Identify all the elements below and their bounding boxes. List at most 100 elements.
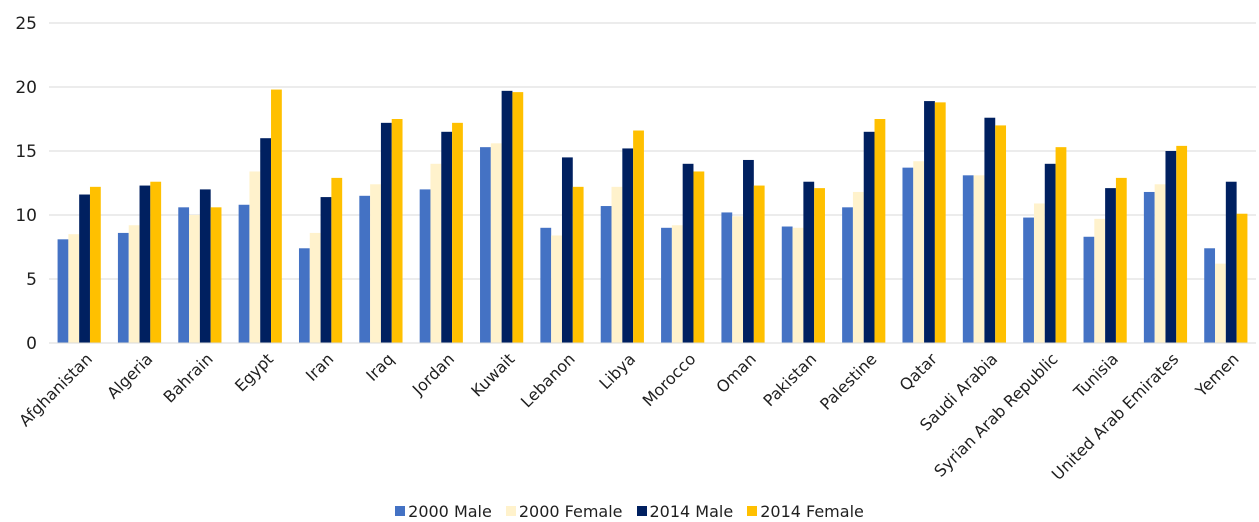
bar-morocco-2014-female <box>693 171 705 343</box>
bar-libya-2014-male <box>622 148 634 343</box>
bar-lebanon-2014-female <box>572 186 584 343</box>
bar-iran-2000-female <box>309 232 321 343</box>
bar-united-arab-emirates-2014-female <box>1176 145 1188 343</box>
bar-lebanon-2000-male <box>540 227 552 343</box>
bar-united-arab-emirates-2014-male <box>1165 151 1177 343</box>
y-tick-label-0: 0 <box>26 334 37 354</box>
bar-united-arab-emirates-2000-male <box>1143 191 1155 343</box>
bar-lebanon-2000-female <box>551 235 562 343</box>
bar-qatar-2000-male <box>902 167 914 343</box>
bar-kuwait-2014-male <box>501 90 513 343</box>
bar-united-arab-emirates-2000-female <box>1154 184 1166 343</box>
bar-egypt-2000-female <box>249 171 261 343</box>
bar-afghanistan-2014-female <box>89 186 101 343</box>
bar-afghanistan-2014-male <box>79 194 90 343</box>
bar-egypt-2000-male <box>238 204 250 343</box>
bar-syrian-arab-republic-2014-male <box>1044 163 1056 343</box>
bar-libya-2000-male <box>600 206 612 343</box>
x-tick-label-bahrain: Bahrain <box>160 349 217 406</box>
x-tick-label-iran: Iran <box>302 349 338 385</box>
bar-syrian-arab-republic-2000-male <box>1023 217 1034 343</box>
bar-iraq-2014-male <box>380 122 392 343</box>
x-tick-label-yemen: Yemen <box>1191 349 1243 401</box>
bar-bahrain-2014-female <box>210 207 222 343</box>
bar-pakistan-2014-male <box>803 181 815 343</box>
x-tick-label-morocco: Morocco <box>639 349 700 410</box>
bar-pakistan-2000-female <box>792 227 804 343</box>
x-tick-label-jordan: Jordan <box>408 349 458 399</box>
bar-pakistan-2014-female <box>814 188 825 343</box>
bar-iraq-2000-female <box>370 184 381 343</box>
bar-kuwait-2000-male <box>480 147 491 343</box>
x-tick-label-egypt: Egypt <box>231 349 277 395</box>
bar-yemen-2000-male <box>1204 248 1216 343</box>
bar-algeria-2000-male <box>117 232 129 343</box>
legend-label-2000-male: 2000 Male <box>408 501 492 521</box>
bar-libya-2000-female <box>611 186 623 343</box>
bar-bahrain-2014-male <box>199 189 211 343</box>
bar-yemen-2014-male <box>1225 181 1237 343</box>
bar-kuwait-2014-female <box>512 92 524 344</box>
bar-morocco-2000-female <box>671 225 683 343</box>
bar-palestine-2000-male <box>842 207 853 343</box>
bar-saudi-arabia-2000-female <box>973 175 985 343</box>
legend-swatch-2014-female <box>747 506 758 516</box>
bar-tunisia-2014-female <box>1115 177 1127 343</box>
bar-bahrain-2000-male <box>178 207 190 343</box>
x-tick-label-libya: Libya <box>595 349 639 393</box>
bar-syrian-arab-republic-2014-female <box>1055 147 1067 343</box>
bar-pakistan-2000-male <box>781 226 793 343</box>
bar-libya-2014-female <box>633 130 644 343</box>
x-tick-label-iraq: Iraq <box>362 349 398 385</box>
legend-label-2014-male: 2014 Male <box>649 501 734 521</box>
x-tick-label-pakistan: Pakistan <box>759 349 820 410</box>
x-tick-label-palestine: Palestine <box>816 349 880 413</box>
bar-chart: 0 5 10 15 20 25 Afghanistan Algeria Bahrain Egypt… <box>15 14 1256 484</box>
bar-yemen-2000-female <box>1215 263 1226 343</box>
bar-iran-2014-female <box>331 177 343 343</box>
legend-swatch-2000-male <box>395 506 406 516</box>
bar-egypt-2014-female <box>271 89 282 343</box>
bar-afghanistan-2000-male <box>57 239 69 343</box>
bar-jordan-2014-male <box>441 131 453 343</box>
legend: 2000 Male 2000 Female 2014 Male 2014 Fem… <box>0 500 1259 522</box>
bar-tunisia-2014-male <box>1105 188 1116 343</box>
x-tick-label-oman: Oman <box>712 349 759 396</box>
legend-swatch-2014-male <box>636 506 647 516</box>
bar-saudi-arabia-2014-female <box>995 125 1007 344</box>
x-tick-label-afghanistan: Afghanistan <box>15 349 96 430</box>
bar-afghanistan-2000-female <box>68 234 80 343</box>
bar-iran-2014-male <box>320 197 332 343</box>
x-tick-label-qatar: Qatar <box>896 349 942 395</box>
bar-iran-2000-male <box>298 248 310 343</box>
x-tick-label-syrian-arab-republic: Syrian Arab Republic <box>930 349 1061 480</box>
bar-iraq-2014-female <box>391 119 403 343</box>
bar-oman-2000-female <box>732 216 744 343</box>
y-tick-label-5: 5 <box>26 270 37 290</box>
legend-label-2000-female: 2000 Female <box>518 501 623 521</box>
bar-iraq-2000-male <box>359 195 371 343</box>
legend-label-2014-female: 2014 Female <box>760 501 864 521</box>
x-tick-label-lebanon: Lebanon <box>517 349 579 411</box>
bar-egypt-2014-male <box>260 138 272 343</box>
bar-palestine-2014-male <box>863 131 875 343</box>
y-tick-label-10: 10 <box>15 206 37 226</box>
bar-algeria-2000-female <box>128 225 140 343</box>
bar-palestine-2000-female <box>852 191 864 343</box>
legend-item-2014-female: 2014 Female <box>747 502 864 521</box>
bar-qatar-2000-female <box>913 161 925 343</box>
x-tick-label-kuwait: Kuwait <box>467 349 518 400</box>
bar-oman-2014-male <box>743 159 754 343</box>
bar-oman-2014-female <box>753 185 765 343</box>
y-tick-label-25: 25 <box>15 14 37 34</box>
legend-item-2014-male: 2014 Male <box>636 501 734 521</box>
bar-palestine-2014-female <box>874 119 886 343</box>
y-tick-label-20: 20 <box>15 78 37 98</box>
legend-item-2000-male: 2000 Male <box>395 502 492 521</box>
bar-saudi-arabia-2014-male <box>984 117 996 343</box>
bar-morocco-2000-male <box>661 227 672 343</box>
bar-saudi-arabia-2000-male <box>962 175 974 343</box>
bar-bahrain-2000-female <box>189 215 200 343</box>
bar-jordan-2014-female <box>452 122 463 343</box>
